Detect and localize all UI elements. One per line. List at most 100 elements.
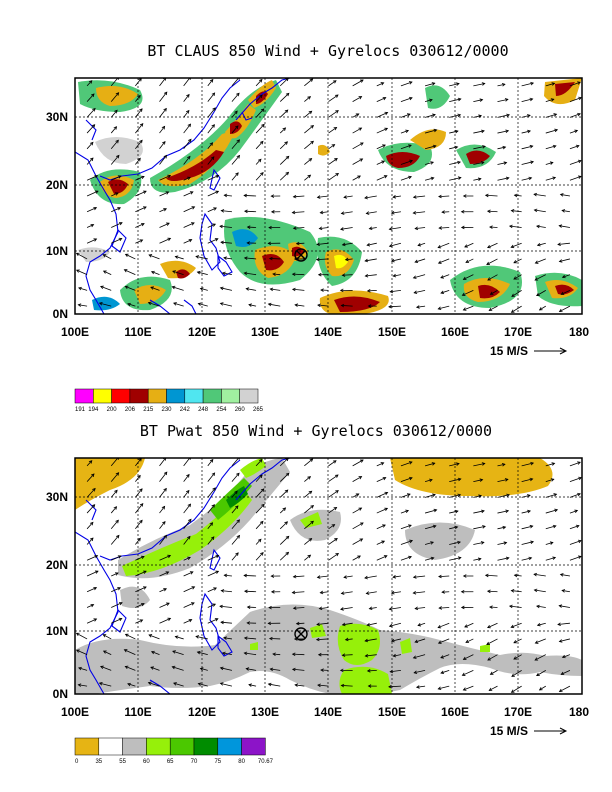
wind-vector-head xyxy=(417,243,422,247)
wind-vector-head xyxy=(260,488,265,492)
wind-vector xyxy=(328,538,338,545)
wind-vector-head xyxy=(291,652,296,657)
wind-vector-head xyxy=(209,78,214,83)
wind-vector-head xyxy=(482,525,486,529)
wind-vector-head xyxy=(114,572,119,576)
wind-vector-head xyxy=(489,605,493,609)
wind-vector xyxy=(473,525,486,530)
wind-vector-head xyxy=(318,606,323,611)
wind-vector-head xyxy=(464,624,468,628)
wind-vector xyxy=(279,473,290,482)
wind-vector xyxy=(207,142,213,150)
wind-vector-head xyxy=(90,223,95,228)
wind-vector-head xyxy=(388,227,393,231)
wind-vector xyxy=(521,161,534,165)
wind-vector-head xyxy=(331,524,336,528)
wind-vector-head xyxy=(406,113,411,117)
wind-vector-head xyxy=(127,682,131,687)
wind-vector-head xyxy=(269,667,274,672)
wind-vector xyxy=(207,79,214,87)
wind-vector xyxy=(159,588,167,593)
wind-vector xyxy=(316,622,329,625)
wind-vector-head xyxy=(319,590,324,595)
wind-vector-head xyxy=(235,552,239,556)
wind-vector xyxy=(220,287,233,291)
wind-vector xyxy=(367,622,377,626)
wind-vector-head xyxy=(437,640,442,644)
wind-vector xyxy=(86,570,99,577)
wind-vector-head xyxy=(308,157,313,162)
wind-vector-head xyxy=(269,287,274,292)
wind-vector-head xyxy=(220,240,224,245)
wind-vector xyxy=(248,304,257,307)
wind-vector-head xyxy=(536,224,540,229)
wind-vector xyxy=(159,617,171,624)
wind-vector xyxy=(400,461,413,467)
wind-vector-head xyxy=(235,172,239,176)
wind-vector-head xyxy=(94,190,99,194)
wind-vector xyxy=(183,619,192,624)
wind-vector-head xyxy=(340,591,345,595)
wind-vector-head xyxy=(259,474,263,479)
wind-vector-head xyxy=(295,241,300,246)
wind-vector-head xyxy=(503,541,508,545)
wind-vector xyxy=(222,272,233,276)
wind-vector xyxy=(352,522,364,530)
wind-vector-head xyxy=(185,109,190,114)
panel1-lon-label: 160E xyxy=(441,325,469,339)
wind-vector-head xyxy=(285,171,290,176)
wind-vector-head xyxy=(246,241,251,245)
wind-vector xyxy=(497,510,509,514)
wind-vector-head xyxy=(460,605,465,610)
wind-vector-head xyxy=(124,665,129,669)
wind-vector xyxy=(244,575,257,577)
wind-vector xyxy=(159,521,166,530)
wind-vector-head xyxy=(408,81,413,85)
panel2-lat-label: 20N xyxy=(46,558,68,572)
wind-vector xyxy=(207,587,217,593)
wind-vector-head xyxy=(246,621,251,625)
wind-vector xyxy=(207,570,219,577)
wind-vector xyxy=(424,177,434,181)
wind-vector xyxy=(279,458,289,467)
wind-vector-head xyxy=(285,551,290,556)
wind-vector xyxy=(111,602,123,608)
wind-vector-head xyxy=(267,621,272,626)
wind-vector-head xyxy=(163,471,168,476)
wind-vector-head xyxy=(510,624,515,629)
wind-vector xyxy=(569,130,578,134)
wind-vector xyxy=(317,304,329,307)
panel1-lon-label: 100E xyxy=(61,325,89,339)
wind-vector xyxy=(367,670,377,672)
wind-vector xyxy=(424,494,436,498)
wind-vector xyxy=(135,556,145,561)
wind-vector-head xyxy=(137,537,141,542)
wind-vector xyxy=(86,460,93,467)
wind-vector xyxy=(279,536,290,545)
wind-vector-head xyxy=(267,682,272,687)
wind-vector xyxy=(125,253,136,260)
wind-vector xyxy=(296,242,305,245)
wind-vector xyxy=(569,461,581,467)
wind-vector-head xyxy=(578,476,582,481)
legend-swatch xyxy=(239,388,259,404)
wind-vector-head xyxy=(366,242,371,247)
wind-vector xyxy=(110,520,119,530)
wind-vector xyxy=(135,140,143,150)
wind-vector-head xyxy=(432,144,437,149)
wind-vector-head xyxy=(213,587,217,591)
legend-tick-label: 70.67 xyxy=(258,759,274,765)
wind-vector-head xyxy=(187,123,192,128)
wind-vector-head xyxy=(577,112,581,117)
wind-vector xyxy=(391,211,401,214)
wind-vector xyxy=(417,622,426,626)
wind-vector-head xyxy=(292,606,297,610)
wind-vector xyxy=(376,82,384,87)
wind-vector-head xyxy=(551,462,556,466)
wind-vector xyxy=(125,633,136,640)
wind-vector-head xyxy=(100,285,104,289)
wind-vector-head xyxy=(364,273,369,278)
wind-vector-head xyxy=(558,688,563,693)
wind-vector-head xyxy=(209,142,214,146)
wind-vector-head xyxy=(315,637,320,642)
